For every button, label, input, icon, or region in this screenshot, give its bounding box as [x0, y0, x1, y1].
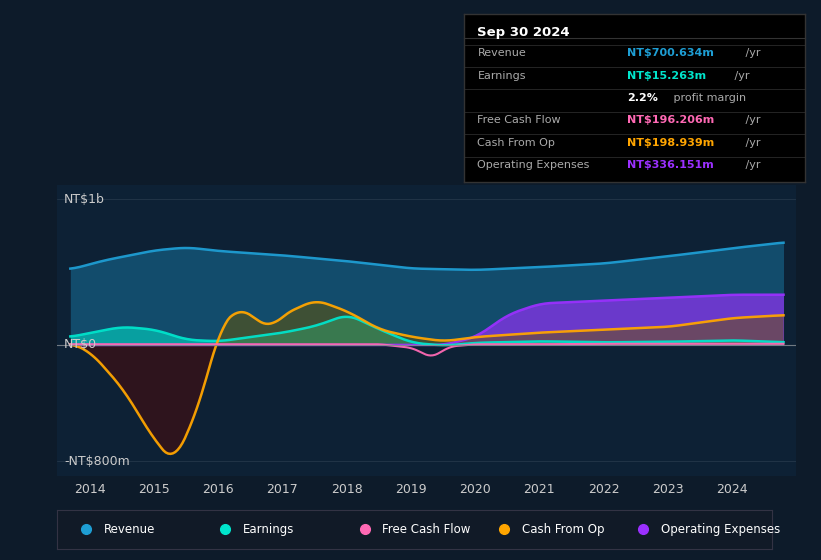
- Text: /yr: /yr: [741, 160, 760, 170]
- Text: Earnings: Earnings: [478, 71, 526, 81]
- Text: NT$196.206m: NT$196.206m: [627, 115, 714, 125]
- Text: /yr: /yr: [732, 71, 750, 81]
- Text: 2.2%: 2.2%: [627, 93, 658, 103]
- Text: NT$336.151m: NT$336.151m: [627, 160, 714, 170]
- Text: NT$198.939m: NT$198.939m: [627, 138, 714, 148]
- Text: Revenue: Revenue: [478, 48, 526, 58]
- Text: NT$1b: NT$1b: [64, 193, 105, 206]
- Text: Earnings: Earnings: [243, 522, 295, 536]
- Text: -NT$800m: -NT$800m: [64, 455, 130, 468]
- Text: NT$0: NT$0: [64, 338, 97, 352]
- Text: /yr: /yr: [741, 138, 760, 148]
- Text: Revenue: Revenue: [104, 522, 155, 536]
- Text: Operating Expenses: Operating Expenses: [661, 522, 780, 536]
- Text: /yr: /yr: [741, 48, 760, 58]
- Text: Operating Expenses: Operating Expenses: [478, 160, 589, 170]
- Text: Free Cash Flow: Free Cash Flow: [383, 522, 470, 536]
- Text: /yr: /yr: [741, 115, 760, 125]
- Text: Cash From Op: Cash From Op: [478, 138, 555, 148]
- Text: Free Cash Flow: Free Cash Flow: [478, 115, 561, 125]
- Text: profit margin: profit margin: [670, 93, 746, 103]
- Text: Cash From Op: Cash From Op: [522, 522, 604, 536]
- Text: Sep 30 2024: Sep 30 2024: [478, 26, 570, 39]
- Text: NT$15.263m: NT$15.263m: [627, 71, 707, 81]
- Text: NT$700.634m: NT$700.634m: [627, 48, 714, 58]
